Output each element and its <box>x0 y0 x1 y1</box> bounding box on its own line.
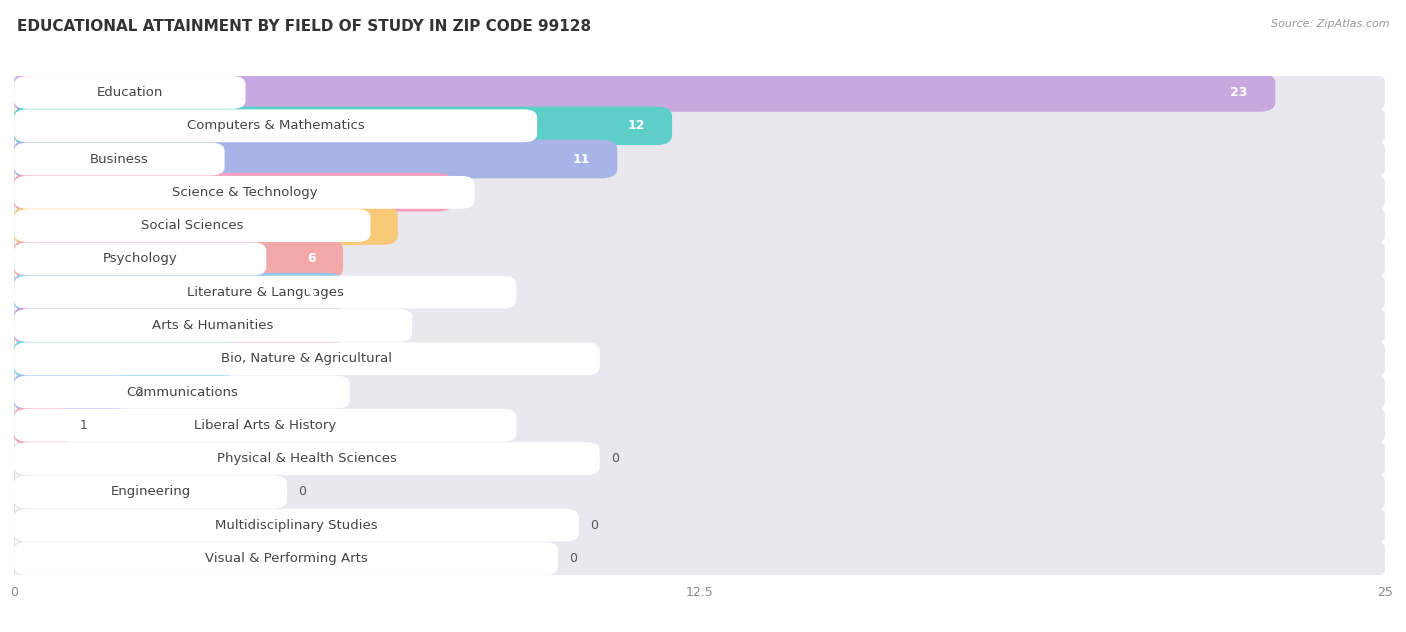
Text: Literature & Languages: Literature & Languages <box>187 286 343 299</box>
FancyBboxPatch shape <box>14 106 1385 145</box>
FancyBboxPatch shape <box>14 140 617 178</box>
FancyBboxPatch shape <box>14 373 1385 411</box>
FancyBboxPatch shape <box>14 513 1385 537</box>
Text: Business: Business <box>90 152 149 166</box>
FancyBboxPatch shape <box>14 406 1385 445</box>
Text: Science & Technology: Science & Technology <box>172 186 318 199</box>
Text: Source: ZipAtlas.com: Source: ZipAtlas.com <box>1271 19 1389 29</box>
FancyBboxPatch shape <box>14 240 343 278</box>
Text: Psychology: Psychology <box>103 252 177 265</box>
FancyBboxPatch shape <box>14 109 537 142</box>
FancyBboxPatch shape <box>14 73 1385 112</box>
FancyBboxPatch shape <box>14 273 343 312</box>
FancyBboxPatch shape <box>14 380 1385 404</box>
FancyBboxPatch shape <box>14 509 579 542</box>
Text: 6: 6 <box>307 319 315 332</box>
Text: Computers & Mathematics: Computers & Mathematics <box>187 119 364 132</box>
FancyBboxPatch shape <box>14 114 1385 138</box>
FancyBboxPatch shape <box>14 309 412 342</box>
Text: Physical & Health Sciences: Physical & Health Sciences <box>217 452 396 465</box>
FancyBboxPatch shape <box>14 475 287 508</box>
Text: 2: 2 <box>135 386 142 399</box>
FancyBboxPatch shape <box>14 80 1385 105</box>
FancyBboxPatch shape <box>14 280 1385 305</box>
FancyBboxPatch shape <box>14 446 1385 471</box>
Text: Engineering: Engineering <box>111 485 191 499</box>
Text: 23: 23 <box>1230 86 1249 99</box>
FancyBboxPatch shape <box>14 209 371 242</box>
Text: Arts & Humanities: Arts & Humanities <box>152 319 274 332</box>
Text: Liberal Arts & History: Liberal Arts & History <box>194 419 336 432</box>
Text: EDUCATIONAL ATTAINMENT BY FIELD OF STUDY IN ZIP CODE 99128: EDUCATIONAL ATTAINMENT BY FIELD OF STUDY… <box>17 19 591 34</box>
Text: 0: 0 <box>298 485 307 499</box>
FancyBboxPatch shape <box>14 147 1385 171</box>
Text: Social Sciences: Social Sciences <box>141 219 243 232</box>
FancyBboxPatch shape <box>14 413 1385 437</box>
FancyBboxPatch shape <box>14 73 1275 112</box>
Text: 6: 6 <box>307 252 315 265</box>
FancyBboxPatch shape <box>14 273 1385 312</box>
FancyBboxPatch shape <box>14 542 558 575</box>
FancyBboxPatch shape <box>14 375 350 408</box>
Text: Education: Education <box>97 86 163 99</box>
FancyBboxPatch shape <box>14 442 600 475</box>
FancyBboxPatch shape <box>14 313 1385 337</box>
Text: 0: 0 <box>610 452 619 465</box>
FancyBboxPatch shape <box>14 140 1385 178</box>
Text: 7: 7 <box>361 219 371 232</box>
Text: Communications: Communications <box>127 386 238 399</box>
FancyBboxPatch shape <box>14 373 124 411</box>
FancyBboxPatch shape <box>14 339 1385 378</box>
FancyBboxPatch shape <box>14 439 1385 478</box>
FancyBboxPatch shape <box>14 339 233 378</box>
FancyBboxPatch shape <box>14 173 453 212</box>
FancyBboxPatch shape <box>14 306 343 345</box>
FancyBboxPatch shape <box>14 76 246 109</box>
FancyBboxPatch shape <box>14 506 1385 545</box>
FancyBboxPatch shape <box>14 206 1385 245</box>
FancyBboxPatch shape <box>14 480 1385 504</box>
FancyBboxPatch shape <box>14 473 1385 511</box>
Text: Bio, Nature & Agricultural: Bio, Nature & Agricultural <box>221 352 392 365</box>
FancyBboxPatch shape <box>14 409 516 442</box>
FancyBboxPatch shape <box>14 143 225 176</box>
Text: 0: 0 <box>591 519 598 532</box>
Text: 11: 11 <box>572 152 591 166</box>
FancyBboxPatch shape <box>14 306 1385 345</box>
Text: Multidisciplinary Studies: Multidisciplinary Studies <box>215 519 378 532</box>
FancyBboxPatch shape <box>14 180 1385 205</box>
FancyBboxPatch shape <box>14 539 1385 578</box>
FancyBboxPatch shape <box>14 176 475 209</box>
Text: 8: 8 <box>416 186 425 199</box>
Text: 12: 12 <box>627 119 644 132</box>
FancyBboxPatch shape <box>14 343 600 375</box>
FancyBboxPatch shape <box>14 406 69 445</box>
Text: 6: 6 <box>307 286 315 299</box>
Text: 0: 0 <box>569 552 576 565</box>
FancyBboxPatch shape <box>14 214 1385 238</box>
FancyBboxPatch shape <box>14 173 1385 212</box>
Text: 1: 1 <box>80 419 87 432</box>
FancyBboxPatch shape <box>14 240 1385 278</box>
FancyBboxPatch shape <box>14 106 672 145</box>
FancyBboxPatch shape <box>14 243 266 276</box>
Text: Visual & Performing Arts: Visual & Performing Arts <box>205 552 367 565</box>
FancyBboxPatch shape <box>14 246 1385 271</box>
FancyBboxPatch shape <box>14 546 1385 571</box>
FancyBboxPatch shape <box>14 346 1385 371</box>
FancyBboxPatch shape <box>14 276 516 308</box>
Text: 4: 4 <box>197 352 207 365</box>
FancyBboxPatch shape <box>14 206 398 245</box>
